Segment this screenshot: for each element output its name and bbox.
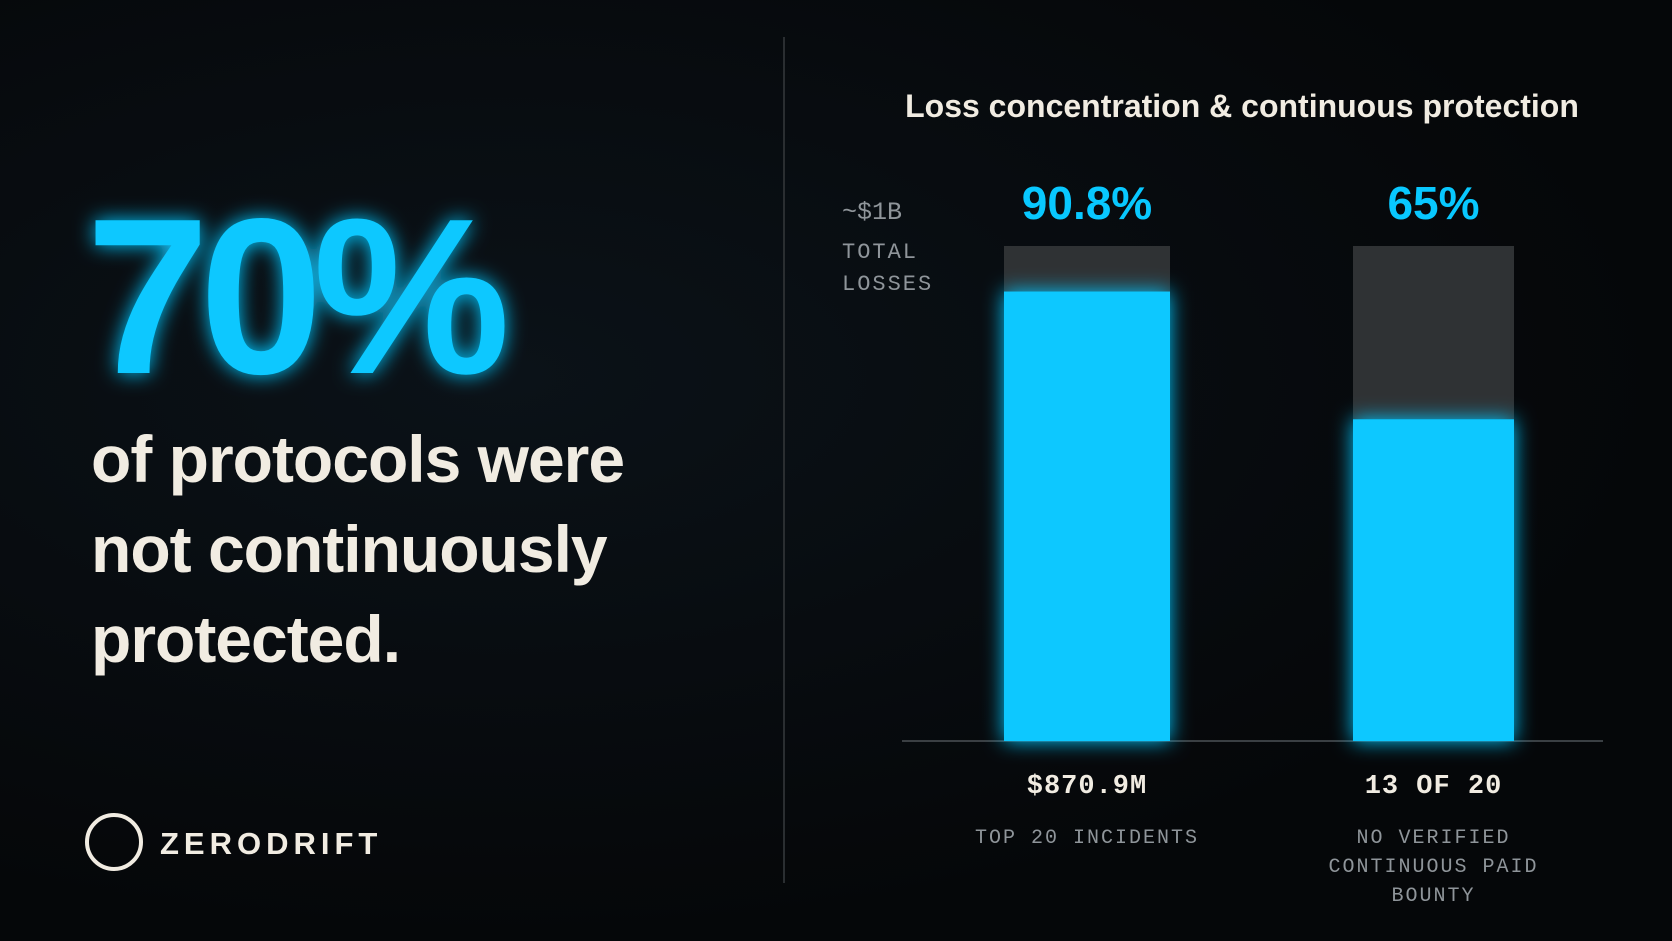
- annotation-value: ~$1B: [842, 198, 902, 227]
- stat-text: of protocols were not continuously prote…: [91, 422, 625, 676]
- chart-title: Loss concentration & continuous protecti…: [905, 88, 1579, 124]
- bar: [1004, 291, 1170, 741]
- logo-mark: [85, 813, 143, 871]
- value-label: 65%: [1387, 177, 1479, 229]
- brand: ZERODRIFT: [160, 826, 382, 861]
- annotation-label: TOTAL LOSSES: [842, 240, 933, 297]
- category-note: NO VERIFIED CONTINUOUS PAID BOUNTY: [1328, 827, 1538, 908]
- stat-figure: 70%: [86, 173, 505, 421]
- category-note: TOP 20 INCIDENTS: [975, 827, 1199, 850]
- bar: [1353, 419, 1514, 741]
- category-label: $870.9M: [1027, 772, 1147, 802]
- value-label: 90.8%: [1022, 177, 1152, 229]
- category-label: 13 OF 20: [1365, 772, 1503, 802]
